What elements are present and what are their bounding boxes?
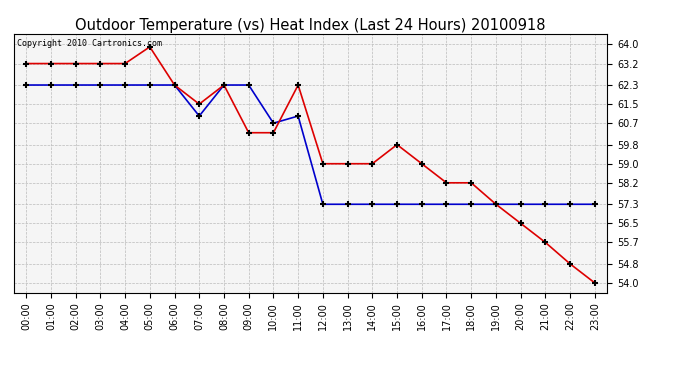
Title: Outdoor Temperature (vs) Heat Index (Last 24 Hours) 20100918: Outdoor Temperature (vs) Heat Index (Las…: [75, 18, 546, 33]
Text: Copyright 2010 Cartronics.com: Copyright 2010 Cartronics.com: [17, 39, 161, 48]
